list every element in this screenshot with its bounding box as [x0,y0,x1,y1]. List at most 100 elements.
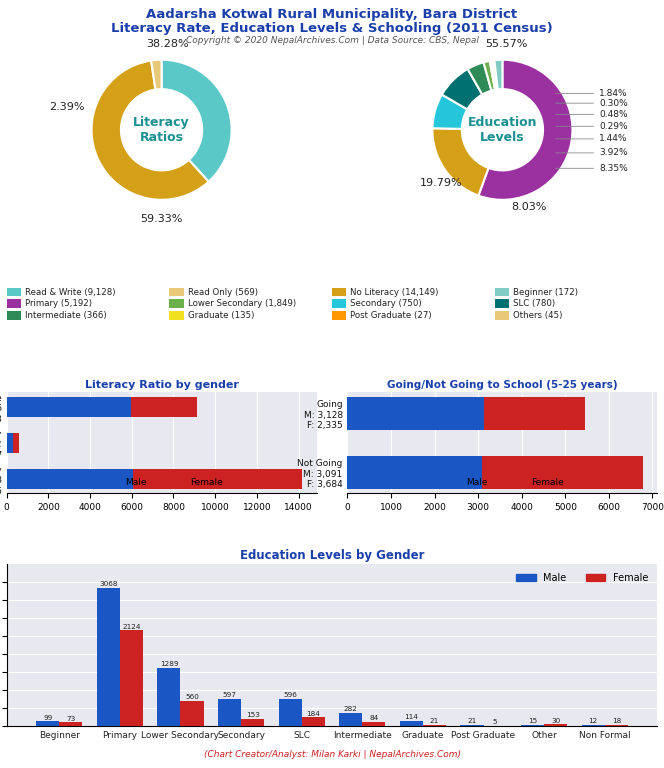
Bar [363,722,385,726]
Text: 114: 114 [404,713,418,720]
Text: Literacy Rate, Education Levels & Schooling (2011 Census): Literacy Rate, Education Levels & School… [111,22,553,35]
Text: 153: 153 [246,712,260,718]
Bar [301,717,325,726]
Bar [13,433,19,453]
FancyBboxPatch shape [169,311,184,320]
Wedge shape [442,69,482,109]
Text: Graduate (135): Graduate (135) [187,311,254,320]
Text: Others (45): Others (45) [513,311,562,320]
Text: SLC (780): SLC (780) [513,300,555,309]
Wedge shape [479,60,572,200]
FancyBboxPatch shape [332,288,347,296]
Bar [59,723,82,726]
Wedge shape [467,62,491,94]
Text: 0.30%: 0.30% [556,98,628,108]
Title: Going/Not Going to School (5-25 years): Going/Not Going to School (5-25 years) [387,380,618,390]
Text: 0.29%: 0.29% [556,122,627,131]
Text: Primary (5,192): Primary (5,192) [25,300,92,309]
Wedge shape [495,60,503,89]
Text: Beginner (172): Beginner (172) [513,287,578,296]
Bar [279,699,301,726]
Wedge shape [161,60,232,182]
Text: 597: 597 [222,692,236,698]
Bar [544,724,567,726]
Text: Secondary (750): Secondary (750) [350,300,422,309]
Bar [131,397,197,417]
Text: 84: 84 [369,715,378,721]
Text: 19.79%: 19.79% [420,178,462,188]
Bar [7,469,133,489]
Bar [181,700,203,726]
Wedge shape [151,60,161,90]
Text: 184: 184 [306,710,320,717]
Wedge shape [483,61,495,91]
Bar [241,719,264,726]
Text: 15: 15 [528,718,537,724]
Legend: Male, Female: Male, Female [438,475,568,491]
Wedge shape [493,60,498,90]
Text: Post Graduate (27): Post Graduate (27) [350,311,432,320]
Text: 12: 12 [588,718,598,724]
Bar [133,469,301,489]
Bar [7,397,131,417]
Text: 30: 30 [551,717,560,723]
Text: 8.35%: 8.35% [556,164,628,173]
FancyBboxPatch shape [7,300,21,308]
Text: 3068: 3068 [99,581,118,588]
FancyBboxPatch shape [332,311,347,320]
Bar [347,397,484,429]
Bar [484,397,586,429]
Text: 59.33%: 59.33% [140,214,183,224]
Bar [120,631,143,726]
FancyBboxPatch shape [7,311,21,320]
Text: 21: 21 [467,718,477,724]
Text: Education
Levels: Education Levels [467,116,537,144]
Text: 2124: 2124 [122,624,141,630]
Text: 3.92%: 3.92% [556,148,627,157]
Wedge shape [489,61,496,90]
Legend: Male, Female: Male, Female [512,569,653,587]
Text: 1.44%: 1.44% [556,134,627,144]
Text: Intermediate (366): Intermediate (366) [25,311,106,320]
Text: No Literacy (14,149): No Literacy (14,149) [350,287,439,296]
Bar [482,456,643,489]
Text: 99: 99 [43,714,52,720]
FancyBboxPatch shape [495,300,509,308]
Bar [7,433,13,453]
Text: Read Only (569): Read Only (569) [187,287,258,296]
Bar [157,668,181,726]
Bar [400,720,423,726]
Bar [423,725,446,726]
Text: 560: 560 [185,694,199,700]
FancyBboxPatch shape [495,288,509,296]
FancyBboxPatch shape [332,300,347,308]
Text: Read & Write (9,128): Read & Write (9,128) [25,287,116,296]
Text: 0.48%: 0.48% [556,110,627,119]
Text: 8.03%: 8.03% [511,202,546,212]
Bar [218,699,241,726]
Text: 55.57%: 55.57% [485,39,527,49]
Bar [347,456,482,489]
Text: Lower Secondary (1,849): Lower Secondary (1,849) [187,300,295,309]
Text: 1.84%: 1.84% [556,89,627,98]
Text: Literacy
Ratios: Literacy Ratios [133,116,190,144]
Wedge shape [432,128,489,196]
Wedge shape [92,61,208,200]
FancyBboxPatch shape [495,311,509,320]
Text: 2.39%: 2.39% [49,102,85,112]
Bar [461,725,483,726]
Text: 21: 21 [430,718,439,724]
Text: 73: 73 [66,716,76,722]
Wedge shape [491,61,497,90]
FancyBboxPatch shape [169,300,184,308]
FancyBboxPatch shape [7,288,21,296]
Text: Copyright © 2020 NepalArchives.Com | Data Source: CBS, Nepal: Copyright © 2020 NepalArchives.Com | Dat… [185,36,479,45]
FancyBboxPatch shape [169,288,184,296]
Title: Education Levels by Gender: Education Levels by Gender [240,548,424,561]
Text: 38.28%: 38.28% [146,39,189,49]
Text: 282: 282 [344,707,358,712]
Text: 5: 5 [493,719,497,725]
Text: 18: 18 [612,718,621,724]
Bar [37,721,59,726]
Text: 596: 596 [284,692,297,698]
